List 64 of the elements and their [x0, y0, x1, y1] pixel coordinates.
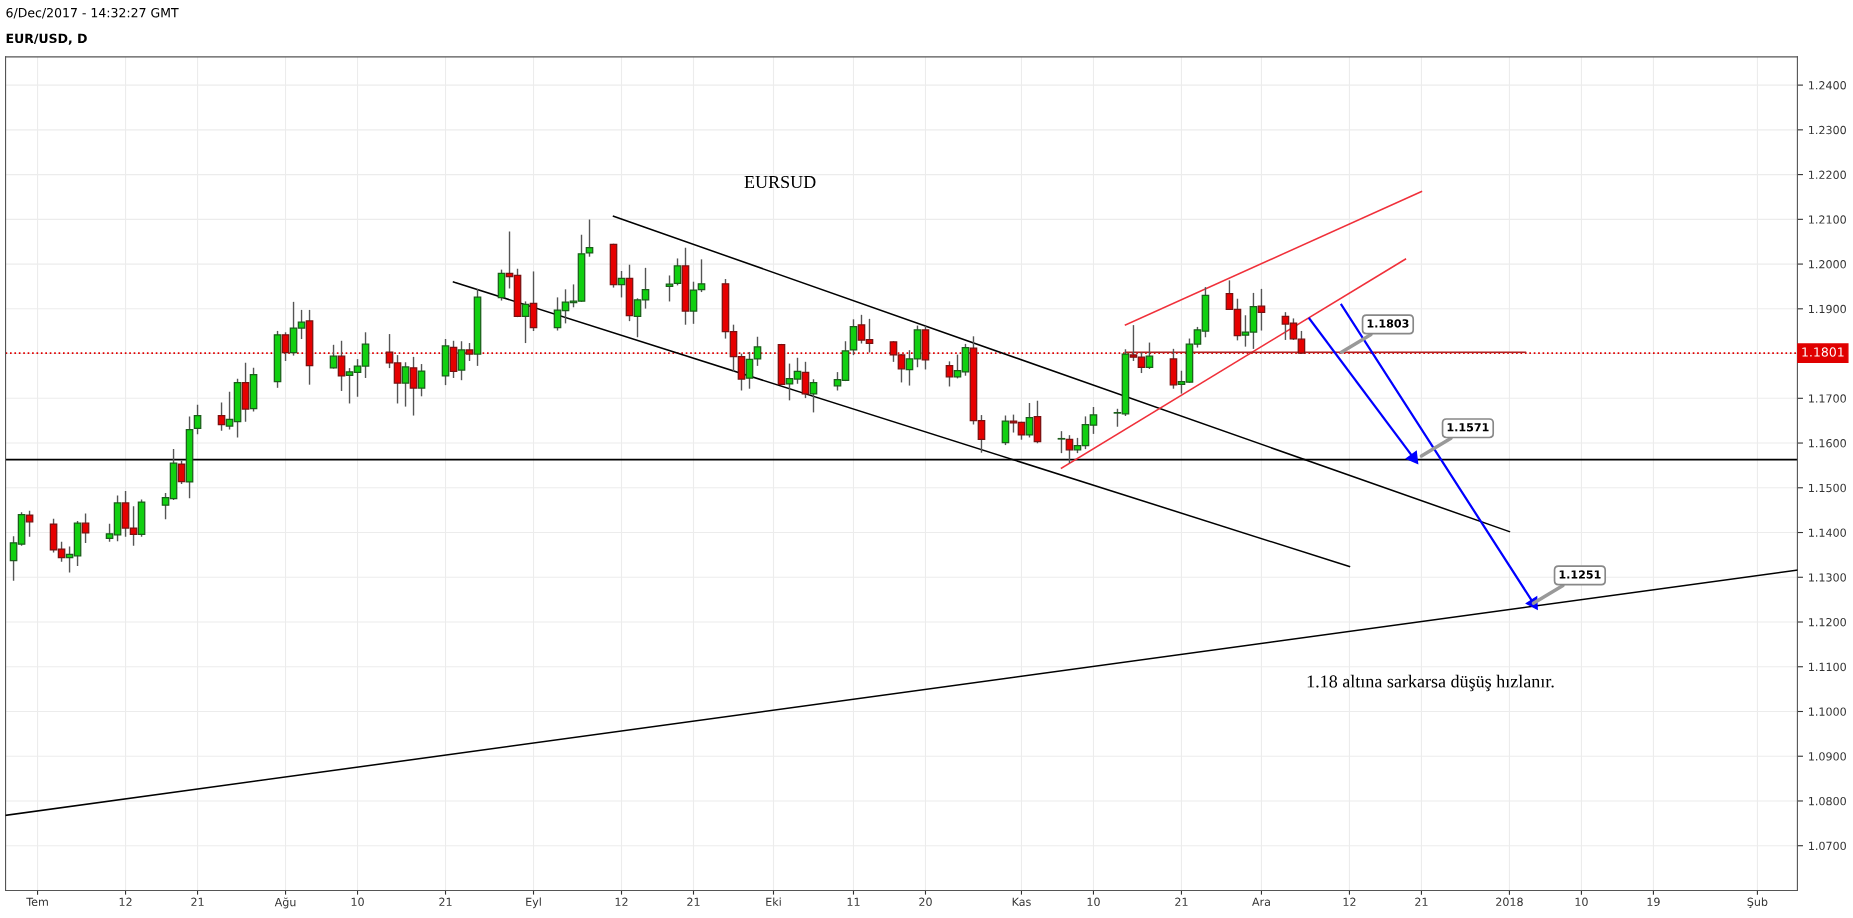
x-tick-label: 10: [1575, 897, 1588, 907]
x-tick-label: Ağu: [274, 897, 296, 909]
y-tick-label: 1.2200: [1809, 170, 1846, 179]
x-tick-label: 19: [1647, 897, 1660, 907]
x-tick-label: 12: [119, 897, 132, 906]
y-tick-label: 1.1700: [1809, 394, 1846, 403]
x-tick-label: 12: [615, 897, 628, 906]
ref-line-label: 1.1801: [1802, 347, 1844, 357]
x-tick-label: Şub: [1747, 897, 1768, 908]
y-tick-label: 1.2100: [1809, 215, 1846, 224]
y-tick-label: 1.1000: [1809, 707, 1846, 716]
candlestick: [1257, 288, 1266, 331]
candlestick: [417, 364, 426, 397]
candlestick: [193, 404, 202, 435]
x-tick-label: 20: [919, 897, 932, 907]
x-tick-label: 21: [1175, 897, 1188, 906]
x-tick-label: 21: [1415, 897, 1428, 906]
y-tick-label: 1.2000: [1809, 260, 1846, 269]
y-tick-label: 1.2300: [1809, 125, 1846, 135]
candlestick: [1057, 431, 1066, 454]
y-tick-label: 1.1200: [1809, 617, 1846, 627]
x-tick-label: Tem: [26, 897, 48, 907]
y-tick-label: 1.0900: [1809, 752, 1846, 761]
x-tick-label: Eki: [766, 897, 781, 906]
y-tick-label: 1.1100: [1809, 662, 1846, 672]
text: 6/Dec/2017 - 14:32:27 GMT: [6, 7, 179, 19]
candlestick: [1025, 402, 1034, 438]
candlestick: [177, 460, 186, 485]
chart-title: EUR/USD, D: [6, 33, 87, 45]
x-tick-label: 21: [191, 897, 204, 906]
x-tick-label: Eyl: [526, 897, 541, 909]
candlestick: [329, 344, 338, 369]
candlestick: [25, 510, 34, 537]
candlestick: [409, 356, 418, 416]
x-tick-label: 2018: [1496, 897, 1523, 907]
y-tick-label: 1.1400: [1809, 528, 1846, 537]
candlestick: [1001, 415, 1010, 446]
x-tick-label: Kas: [1012, 897, 1031, 907]
candlestick: [673, 258, 682, 286]
y-tick-label: 1.0800: [1809, 796, 1846, 806]
annotation: 1.1803: [1367, 319, 1409, 328]
annotation: 1.1571: [1447, 423, 1489, 432]
x-tick-label: Ara: [1252, 897, 1270, 907]
y-tick-label: 1.1300: [1809, 573, 1846, 582]
candlestick: [81, 513, 90, 544]
x-tick-label: 10: [1087, 897, 1100, 907]
annotation: 1.18 altına sarkarsa düşüş hızlanır.: [1307, 674, 1554, 692]
x-tick-label: 21: [439, 897, 452, 906]
candlestick: [801, 361, 810, 399]
y-tick-label: 1.1500: [1809, 483, 1846, 493]
candlestick: [217, 402, 226, 431]
x-tick-label: 12: [1343, 897, 1356, 906]
y-tick-label: 1.1900: [1809, 304, 1846, 314]
x-tick-label: 10: [351, 897, 364, 907]
annotation: 1.1251: [1559, 570, 1601, 579]
candlestick: [521, 301, 530, 344]
candlestick: [457, 341, 466, 381]
y-tick-label: 1.1600: [1809, 439, 1846, 448]
y-tick-label: 1.2400: [1809, 81, 1846, 90]
y-tick-label: 1.0700: [1809, 841, 1846, 851]
x-tick-label: 11: [847, 897, 860, 906]
annotation: EURSUD: [744, 175, 816, 189]
candlestick: [401, 362, 410, 407]
x-tick-label: 21: [687, 897, 700, 906]
